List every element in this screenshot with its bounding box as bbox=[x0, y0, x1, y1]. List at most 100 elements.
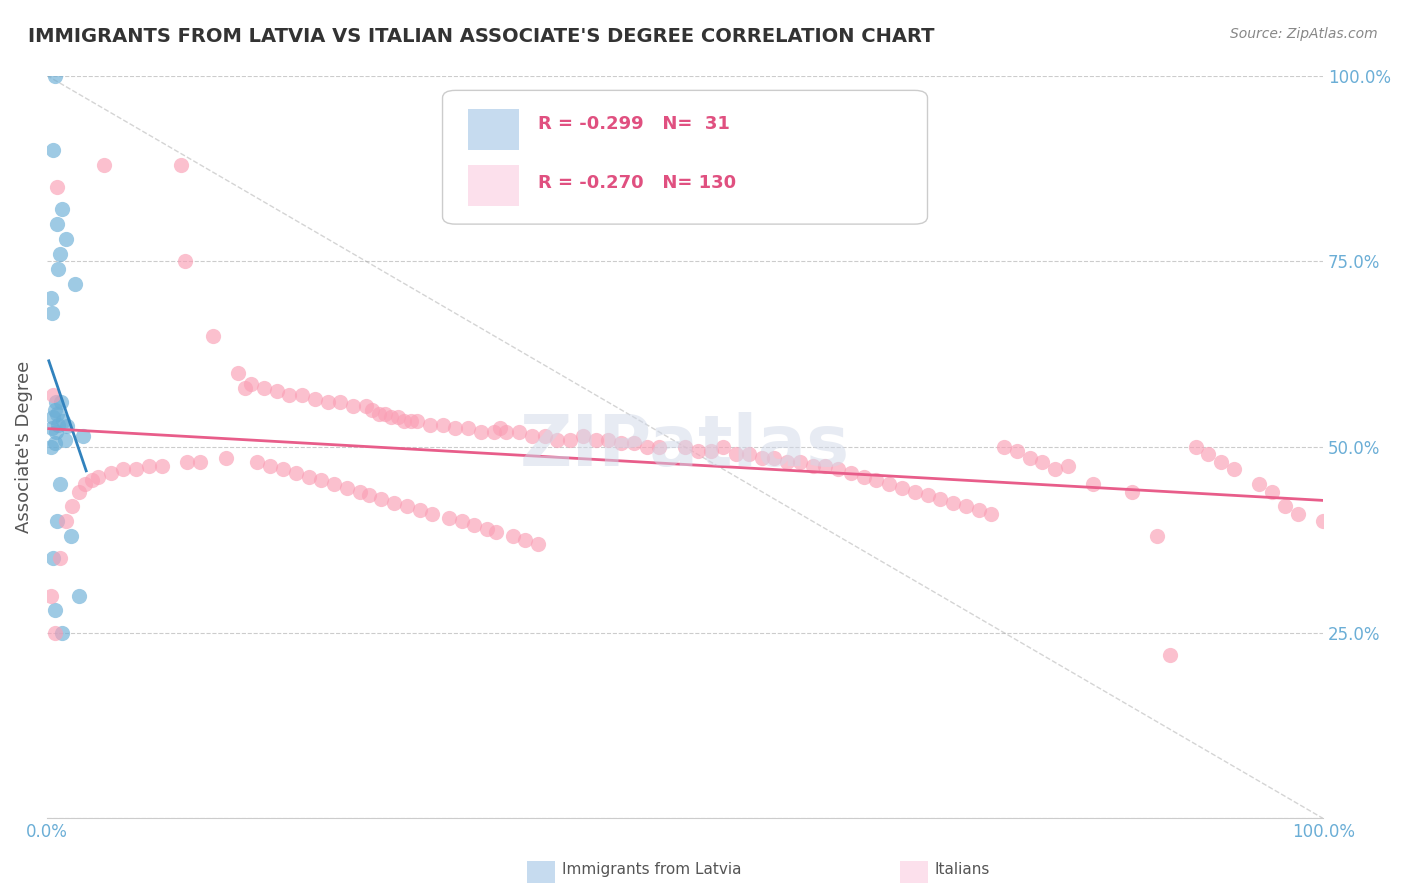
Immigrants from Latvia bbox=[41, 306, 63, 320]
Immigrants from Latvia bbox=[48, 261, 70, 276]
Italians bbox=[515, 533, 537, 547]
Italians bbox=[904, 484, 927, 499]
Italians bbox=[112, 462, 135, 476]
Italians bbox=[253, 380, 276, 394]
Italians bbox=[291, 388, 314, 402]
Italians bbox=[311, 474, 333, 488]
Immigrants from Latvia bbox=[44, 436, 66, 450]
Text: IMMIGRANTS FROM LATVIA VS ITALIAN ASSOCIATE'S DEGREE CORRELATION CHART: IMMIGRANTS FROM LATVIA VS ITALIAN ASSOCI… bbox=[28, 27, 935, 45]
Immigrants from Latvia bbox=[53, 433, 76, 447]
Italians bbox=[150, 458, 173, 473]
Italians bbox=[801, 458, 824, 473]
Italians bbox=[354, 399, 377, 413]
Immigrants from Latvia bbox=[44, 69, 66, 83]
Italians bbox=[246, 455, 269, 469]
Italians bbox=[1083, 477, 1105, 491]
Italians bbox=[967, 503, 990, 517]
Text: R = -0.299   N=  31: R = -0.299 N= 31 bbox=[538, 115, 730, 133]
Italians bbox=[419, 417, 441, 432]
Immigrants from Latvia bbox=[72, 429, 94, 443]
Italians bbox=[62, 500, 84, 514]
Italians bbox=[1184, 440, 1206, 454]
Italians bbox=[827, 462, 849, 476]
Italians bbox=[48, 551, 70, 566]
Immigrants from Latvia bbox=[60, 529, 83, 543]
Italians bbox=[485, 525, 508, 540]
Italians bbox=[1223, 462, 1246, 476]
Bar bbox=[468, 109, 519, 150]
Italians bbox=[470, 425, 492, 439]
Italians bbox=[929, 491, 952, 506]
Italians bbox=[598, 433, 620, 447]
Italians bbox=[342, 399, 364, 413]
Italians bbox=[1018, 451, 1040, 466]
Text: Immigrants from Latvia: Immigrants from Latvia bbox=[562, 863, 742, 877]
Immigrants from Latvia bbox=[46, 407, 69, 421]
Italians bbox=[44, 625, 66, 640]
Immigrants from Latvia bbox=[48, 247, 70, 261]
Immigrants from Latvia bbox=[55, 232, 77, 246]
Italians bbox=[1031, 455, 1053, 469]
Italians bbox=[201, 328, 224, 343]
Immigrants from Latvia bbox=[48, 477, 70, 491]
Italians bbox=[367, 407, 389, 421]
Italians bbox=[751, 451, 773, 466]
Italians bbox=[942, 496, 965, 510]
Italians bbox=[349, 484, 371, 499]
Italians bbox=[533, 429, 555, 443]
Immigrants from Latvia bbox=[45, 395, 67, 409]
Italians bbox=[1146, 529, 1168, 543]
Italians bbox=[1005, 443, 1028, 458]
Italians bbox=[1209, 455, 1232, 469]
Italians bbox=[444, 421, 467, 435]
Italians bbox=[520, 429, 543, 443]
Italians bbox=[1286, 507, 1309, 521]
Immigrants from Latvia bbox=[48, 417, 70, 432]
Immigrants from Latvia bbox=[52, 414, 75, 428]
Italians bbox=[763, 451, 786, 466]
Italians bbox=[188, 455, 211, 469]
Immigrants from Latvia bbox=[44, 603, 66, 617]
Italians bbox=[776, 455, 799, 469]
Italians bbox=[1159, 648, 1181, 662]
Italians bbox=[432, 417, 454, 432]
Italians bbox=[176, 455, 198, 469]
Italians bbox=[316, 395, 339, 409]
Italians bbox=[271, 462, 294, 476]
Italians bbox=[259, 458, 281, 473]
Italians bbox=[711, 440, 734, 454]
Italians bbox=[877, 477, 900, 491]
Immigrants from Latvia bbox=[41, 421, 63, 435]
Italians bbox=[623, 436, 645, 450]
Italians bbox=[1197, 447, 1219, 461]
Italians bbox=[304, 392, 326, 406]
Italians bbox=[55, 514, 77, 528]
Italians bbox=[173, 254, 195, 268]
Italians bbox=[380, 410, 402, 425]
Italians bbox=[278, 388, 301, 402]
Italians bbox=[93, 158, 115, 172]
Italians bbox=[673, 440, 696, 454]
Italians bbox=[546, 433, 568, 447]
Immigrants from Latvia bbox=[39, 292, 62, 306]
Text: Italians: Italians bbox=[935, 863, 990, 877]
Italians bbox=[395, 500, 418, 514]
Italians bbox=[394, 414, 416, 428]
Text: Source: ZipAtlas.com: Source: ZipAtlas.com bbox=[1230, 27, 1378, 41]
Text: R = -0.270   N= 130: R = -0.270 N= 130 bbox=[538, 174, 737, 193]
Italians bbox=[1121, 484, 1143, 499]
Italians bbox=[789, 455, 811, 469]
Italians bbox=[572, 429, 595, 443]
Italians bbox=[374, 407, 396, 421]
Italians bbox=[917, 488, 939, 502]
Italians bbox=[891, 481, 914, 495]
Immigrants from Latvia bbox=[67, 589, 90, 603]
Italians bbox=[75, 477, 97, 491]
Italians bbox=[865, 474, 887, 488]
Italians bbox=[382, 496, 405, 510]
Italians bbox=[699, 443, 721, 458]
Immigrants from Latvia bbox=[63, 277, 86, 291]
Immigrants from Latvia bbox=[56, 419, 79, 434]
Italians bbox=[839, 466, 862, 480]
Y-axis label: Associate's Degree: Associate's Degree bbox=[15, 361, 32, 533]
